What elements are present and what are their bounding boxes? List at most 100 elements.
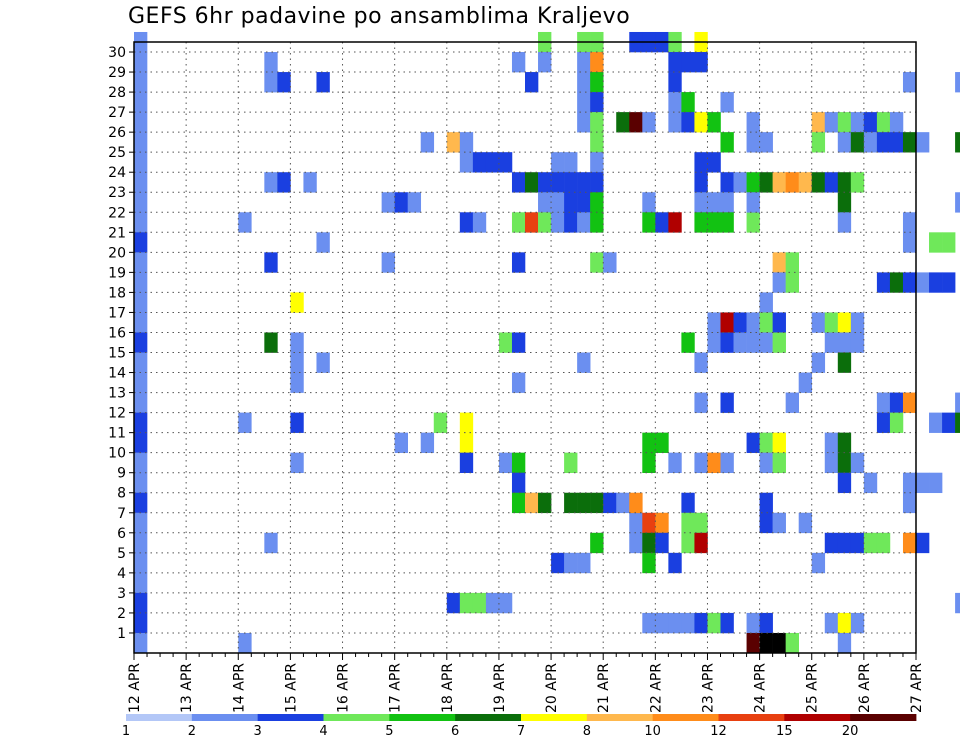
colorbar-swatch (126, 714, 193, 721)
heatmap-cell (876, 532, 891, 554)
y-tick-label: 21 (108, 225, 126, 241)
heatmap-cell (916, 532, 930, 554)
heatmap-cell (955, 592, 960, 614)
heatmap-cell (238, 212, 252, 233)
heatmap-cell (134, 132, 148, 153)
heatmap-cell (837, 172, 852, 193)
heatmap-cell (290, 452, 304, 473)
heatmap-cell (785, 252, 799, 273)
heatmap-cell (916, 272, 930, 293)
heatmap-cell (759, 312, 773, 333)
heatmap-cell (707, 612, 721, 634)
heatmap-cell (511, 172, 526, 193)
heatmap-cell (134, 52, 148, 73)
heatmap-cell (824, 312, 839, 333)
heatmap-cell (837, 112, 852, 133)
heatmap-cell (459, 212, 474, 233)
heatmap-cell (850, 332, 865, 353)
heatmap-cell (707, 212, 721, 233)
heatmap-cell (681, 512, 695, 534)
y-tick-label: 11 (108, 426, 126, 442)
heatmap-cell (668, 92, 682, 113)
heatmap-cell (290, 372, 304, 393)
y-tick-label: 1 (117, 626, 126, 642)
heatmap-cell (472, 152, 487, 173)
heatmap-cell (134, 292, 148, 313)
heatmap-cell (603, 492, 617, 514)
heatmap-cell (446, 132, 461, 153)
heatmap-cell (955, 192, 960, 213)
heatmap-cell (759, 612, 773, 634)
heatmap-cell (759, 132, 773, 153)
heatmap-cell (564, 172, 578, 193)
heatmap-cell (929, 272, 943, 293)
y-tick-label: 18 (108, 285, 126, 301)
y-tick-label: 13 (108, 386, 126, 402)
colorbar-swatch (323, 714, 390, 721)
heatmap-cell (590, 492, 604, 514)
heatmap-cell (837, 212, 852, 233)
x-tick-label: 21 APR (596, 663, 612, 713)
heatmap-cell (538, 172, 552, 193)
x-tick-label: 12 APR (127, 663, 143, 713)
y-tick-label: 19 (108, 265, 126, 281)
heatmap-cell (511, 212, 526, 233)
heatmap-cell (564, 552, 578, 574)
heatmap-cell (577, 552, 591, 574)
heatmap-cell (694, 112, 708, 133)
heatmap-cell (681, 492, 695, 514)
heatmap-cell (277, 72, 291, 93)
heatmap-cell (511, 472, 526, 494)
heatmap-cell (759, 292, 773, 313)
heatmap-cell (746, 432, 760, 453)
heatmap-cell (824, 172, 839, 193)
y-tick-label: 25 (108, 145, 126, 161)
heatmap-cell (590, 212, 604, 233)
heatmap-cell (889, 412, 904, 433)
heatmap-cell (772, 432, 786, 453)
y-tick-label: 24 (108, 165, 126, 181)
heatmap-cell (798, 172, 813, 193)
heatmap-cell (837, 532, 852, 554)
heatmap-cell (668, 52, 682, 73)
heatmap-cell (420, 132, 435, 153)
heatmap-cell (134, 392, 148, 413)
y-tick-label: 20 (108, 245, 126, 261)
heatmap-cell (459, 452, 474, 473)
heatmap-cell (642, 552, 656, 574)
heatmap-cell (394, 432, 408, 453)
colorbar-label: 10 (644, 724, 661, 739)
heatmap-cell (850, 312, 865, 333)
heatmap-cell (772, 252, 786, 273)
heatmap-cell (381, 192, 395, 213)
heatmap-cell (837, 612, 852, 634)
heatmap-cell (902, 392, 917, 413)
heatmap-cell (798, 372, 813, 393)
heatmap-cell (772, 332, 786, 353)
heatmap-cell (564, 212, 578, 233)
colorbar-label: 7 (517, 724, 525, 739)
colorbar-swatch (191, 714, 259, 721)
heatmap-cell (811, 552, 826, 574)
heatmap-cell (876, 272, 891, 293)
heatmap-cell (590, 192, 604, 213)
heatmap-cell (590, 252, 604, 273)
heatmap-cell (746, 172, 760, 193)
heatmap-cell (759, 632, 773, 654)
heatmap-cell (850, 132, 865, 153)
heatmap-cell (134, 552, 148, 574)
heatmap-cell (511, 252, 526, 273)
heatmap-cell (420, 432, 435, 453)
heatmap-cell (551, 172, 565, 193)
heatmap-cell (785, 392, 799, 413)
heatmap-cell (824, 532, 839, 554)
heatmap-cell (498, 452, 513, 473)
heatmap-cell (616, 492, 630, 514)
heatmap-cell (902, 132, 917, 153)
y-tick-label: 4 (117, 566, 126, 582)
heatmap-cell (590, 92, 604, 113)
heatmap-cell (955, 412, 960, 433)
heatmap-cell (459, 132, 474, 153)
heatmap-cell (837, 432, 852, 453)
x-tick-label: 13 APR (179, 663, 195, 713)
